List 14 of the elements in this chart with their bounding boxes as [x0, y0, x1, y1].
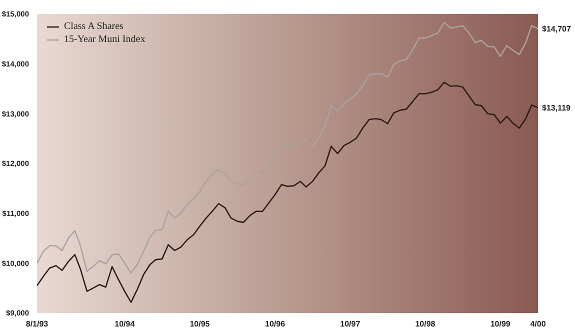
x-tick-label: 10/99 — [490, 320, 511, 328]
legend-label: 15-Year Muni Index — [64, 33, 146, 46]
annotation: $13,119 — [542, 104, 572, 113]
line-series — [37, 82, 538, 303]
x-tick-label: 10/96 — [265, 320, 286, 328]
annotation: $14,707 — [542, 24, 572, 34]
x-tick-label: 10/95 — [190, 320, 210, 328]
x-tick-label: 10/94 — [114, 320, 136, 328]
x-tick-label: 4/00 — [530, 320, 546, 328]
x-tick-label: 10/98 — [415, 320, 436, 328]
legend-label: Class A Shares — [64, 20, 124, 33]
x-tick-label: 10/97 — [340, 320, 361, 328]
line-series — [37, 22, 538, 274]
x-tick-label: 8/1/93 — [26, 320, 49, 328]
